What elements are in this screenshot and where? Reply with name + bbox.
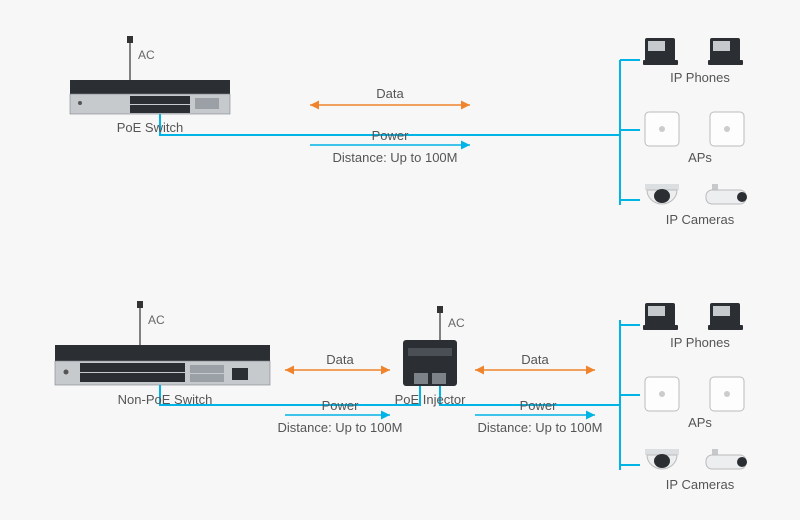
ap-icon: [645, 377, 679, 411]
non-poe-switch-label: Non-PoE Switch: [105, 392, 225, 407]
poe-injector-label: PoE Injector: [390, 392, 470, 407]
ip-camera-dome-icon: [645, 449, 679, 469]
data-label: Data: [360, 86, 420, 101]
distance-label: Distance: Up to 100M: [310, 150, 480, 165]
ip-camera-dome-icon: [645, 184, 679, 204]
ap-icon: [710, 377, 744, 411]
ac-label: AC: [138, 48, 155, 62]
power-label: Power: [498, 398, 578, 413]
ip-phones-label: IP Phones: [660, 335, 740, 350]
ip-phone-icon: [643, 38, 678, 65]
distance-label: Distance: Up to 100M: [455, 420, 625, 435]
ip-cameras-label: IP Cameras: [655, 477, 745, 492]
aps-label: APs: [660, 415, 740, 430]
ac-label: AC: [148, 313, 165, 327]
ip-cameras-label: IP Cameras: [655, 212, 745, 227]
ip-camera-bullet-icon: [706, 449, 747, 469]
data-label: Data: [505, 352, 565, 367]
ip-phone-icon: [708, 38, 743, 65]
distance-label: Distance: Up to 100M: [255, 420, 425, 435]
ip-camera-bullet-icon: [706, 184, 747, 204]
ip-phone-icon: [708, 303, 743, 330]
poe-switch-label: PoE Switch: [100, 120, 200, 135]
poe-injector-icon: [403, 340, 457, 386]
power-label: Power: [360, 128, 420, 143]
ip-phones-label: IP Phones: [660, 70, 740, 85]
ap-icon: [710, 112, 744, 146]
ip-phone-icon: [643, 303, 678, 330]
ap-icon: [645, 112, 679, 146]
ac-label: AC: [448, 316, 465, 330]
aps-label: APs: [660, 150, 740, 165]
non-poe-switch-icon: [55, 345, 270, 385]
power-label: Power: [300, 398, 380, 413]
data-label: Data: [310, 352, 370, 367]
poe-switch-icon: [70, 80, 230, 114]
